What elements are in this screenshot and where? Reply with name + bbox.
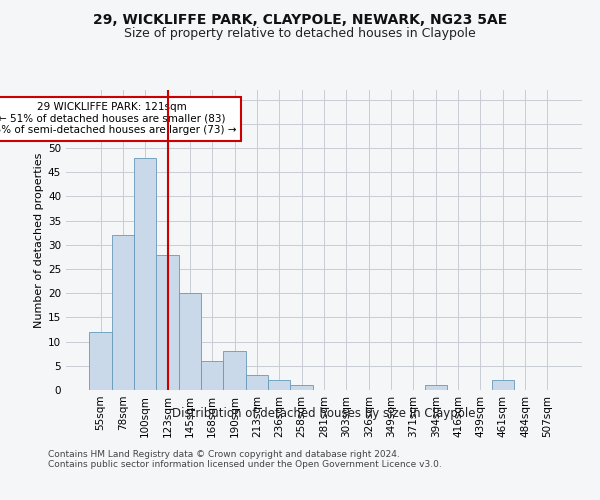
Text: Distribution of detached houses by size in Claypole: Distribution of detached houses by size … (172, 408, 476, 420)
Text: Size of property relative to detached houses in Claypole: Size of property relative to detached ho… (124, 28, 476, 40)
Bar (425, 385, 447, 390)
Y-axis label: Number of detached properties: Number of detached properties (34, 152, 44, 328)
Bar (157, 254, 179, 390)
Bar (112, 235, 134, 390)
Text: Contains HM Land Registry data © Crown copyright and database right 2024.
Contai: Contains HM Land Registry data © Crown c… (48, 450, 442, 469)
Bar (201, 361, 223, 390)
Bar (134, 158, 157, 390)
Text: 29, WICKLIFFE PARK, CLAYPOLE, NEWARK, NG23 5AE: 29, WICKLIFFE PARK, CLAYPOLE, NEWARK, NG… (93, 12, 507, 26)
Bar (491, 380, 514, 390)
Bar (268, 380, 290, 390)
Bar (89, 332, 112, 390)
Bar (290, 385, 313, 390)
Bar (246, 376, 268, 390)
Bar (223, 352, 246, 390)
Text: 29 WICKLIFFE PARK: 121sqm
← 51% of detached houses are smaller (83)
45% of semi-: 29 WICKLIFFE PARK: 121sqm ← 51% of detac… (0, 102, 236, 136)
Bar (179, 293, 201, 390)
